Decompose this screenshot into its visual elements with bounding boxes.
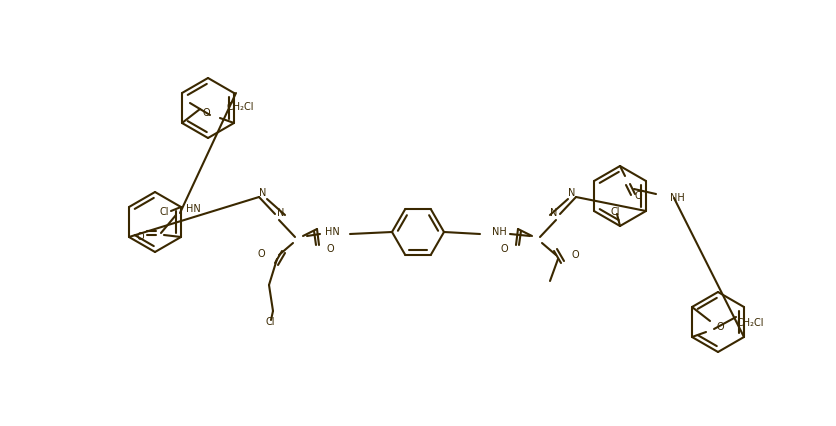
Text: O: O bbox=[500, 244, 507, 254]
Text: Cl: Cl bbox=[160, 207, 169, 217]
Text: Cl: Cl bbox=[609, 207, 619, 217]
Text: CH₂Cl: CH₂Cl bbox=[226, 102, 253, 112]
Text: O: O bbox=[202, 108, 210, 118]
Text: O: O bbox=[327, 244, 334, 254]
Text: CH₂Cl: CH₂Cl bbox=[735, 318, 762, 328]
Text: NH: NH bbox=[492, 227, 506, 237]
Text: O: O bbox=[136, 232, 144, 242]
Text: O: O bbox=[635, 191, 642, 201]
Text: N: N bbox=[277, 208, 284, 218]
Text: O: O bbox=[715, 322, 723, 332]
Text: N: N bbox=[549, 208, 557, 218]
Text: HN: HN bbox=[325, 227, 339, 237]
Text: Cl: Cl bbox=[265, 317, 274, 327]
Text: O: O bbox=[257, 249, 265, 259]
Text: N: N bbox=[568, 188, 575, 198]
Text: N: N bbox=[259, 188, 267, 198]
Text: HN: HN bbox=[186, 204, 201, 214]
Text: O: O bbox=[571, 250, 579, 260]
Text: NH: NH bbox=[669, 193, 684, 203]
